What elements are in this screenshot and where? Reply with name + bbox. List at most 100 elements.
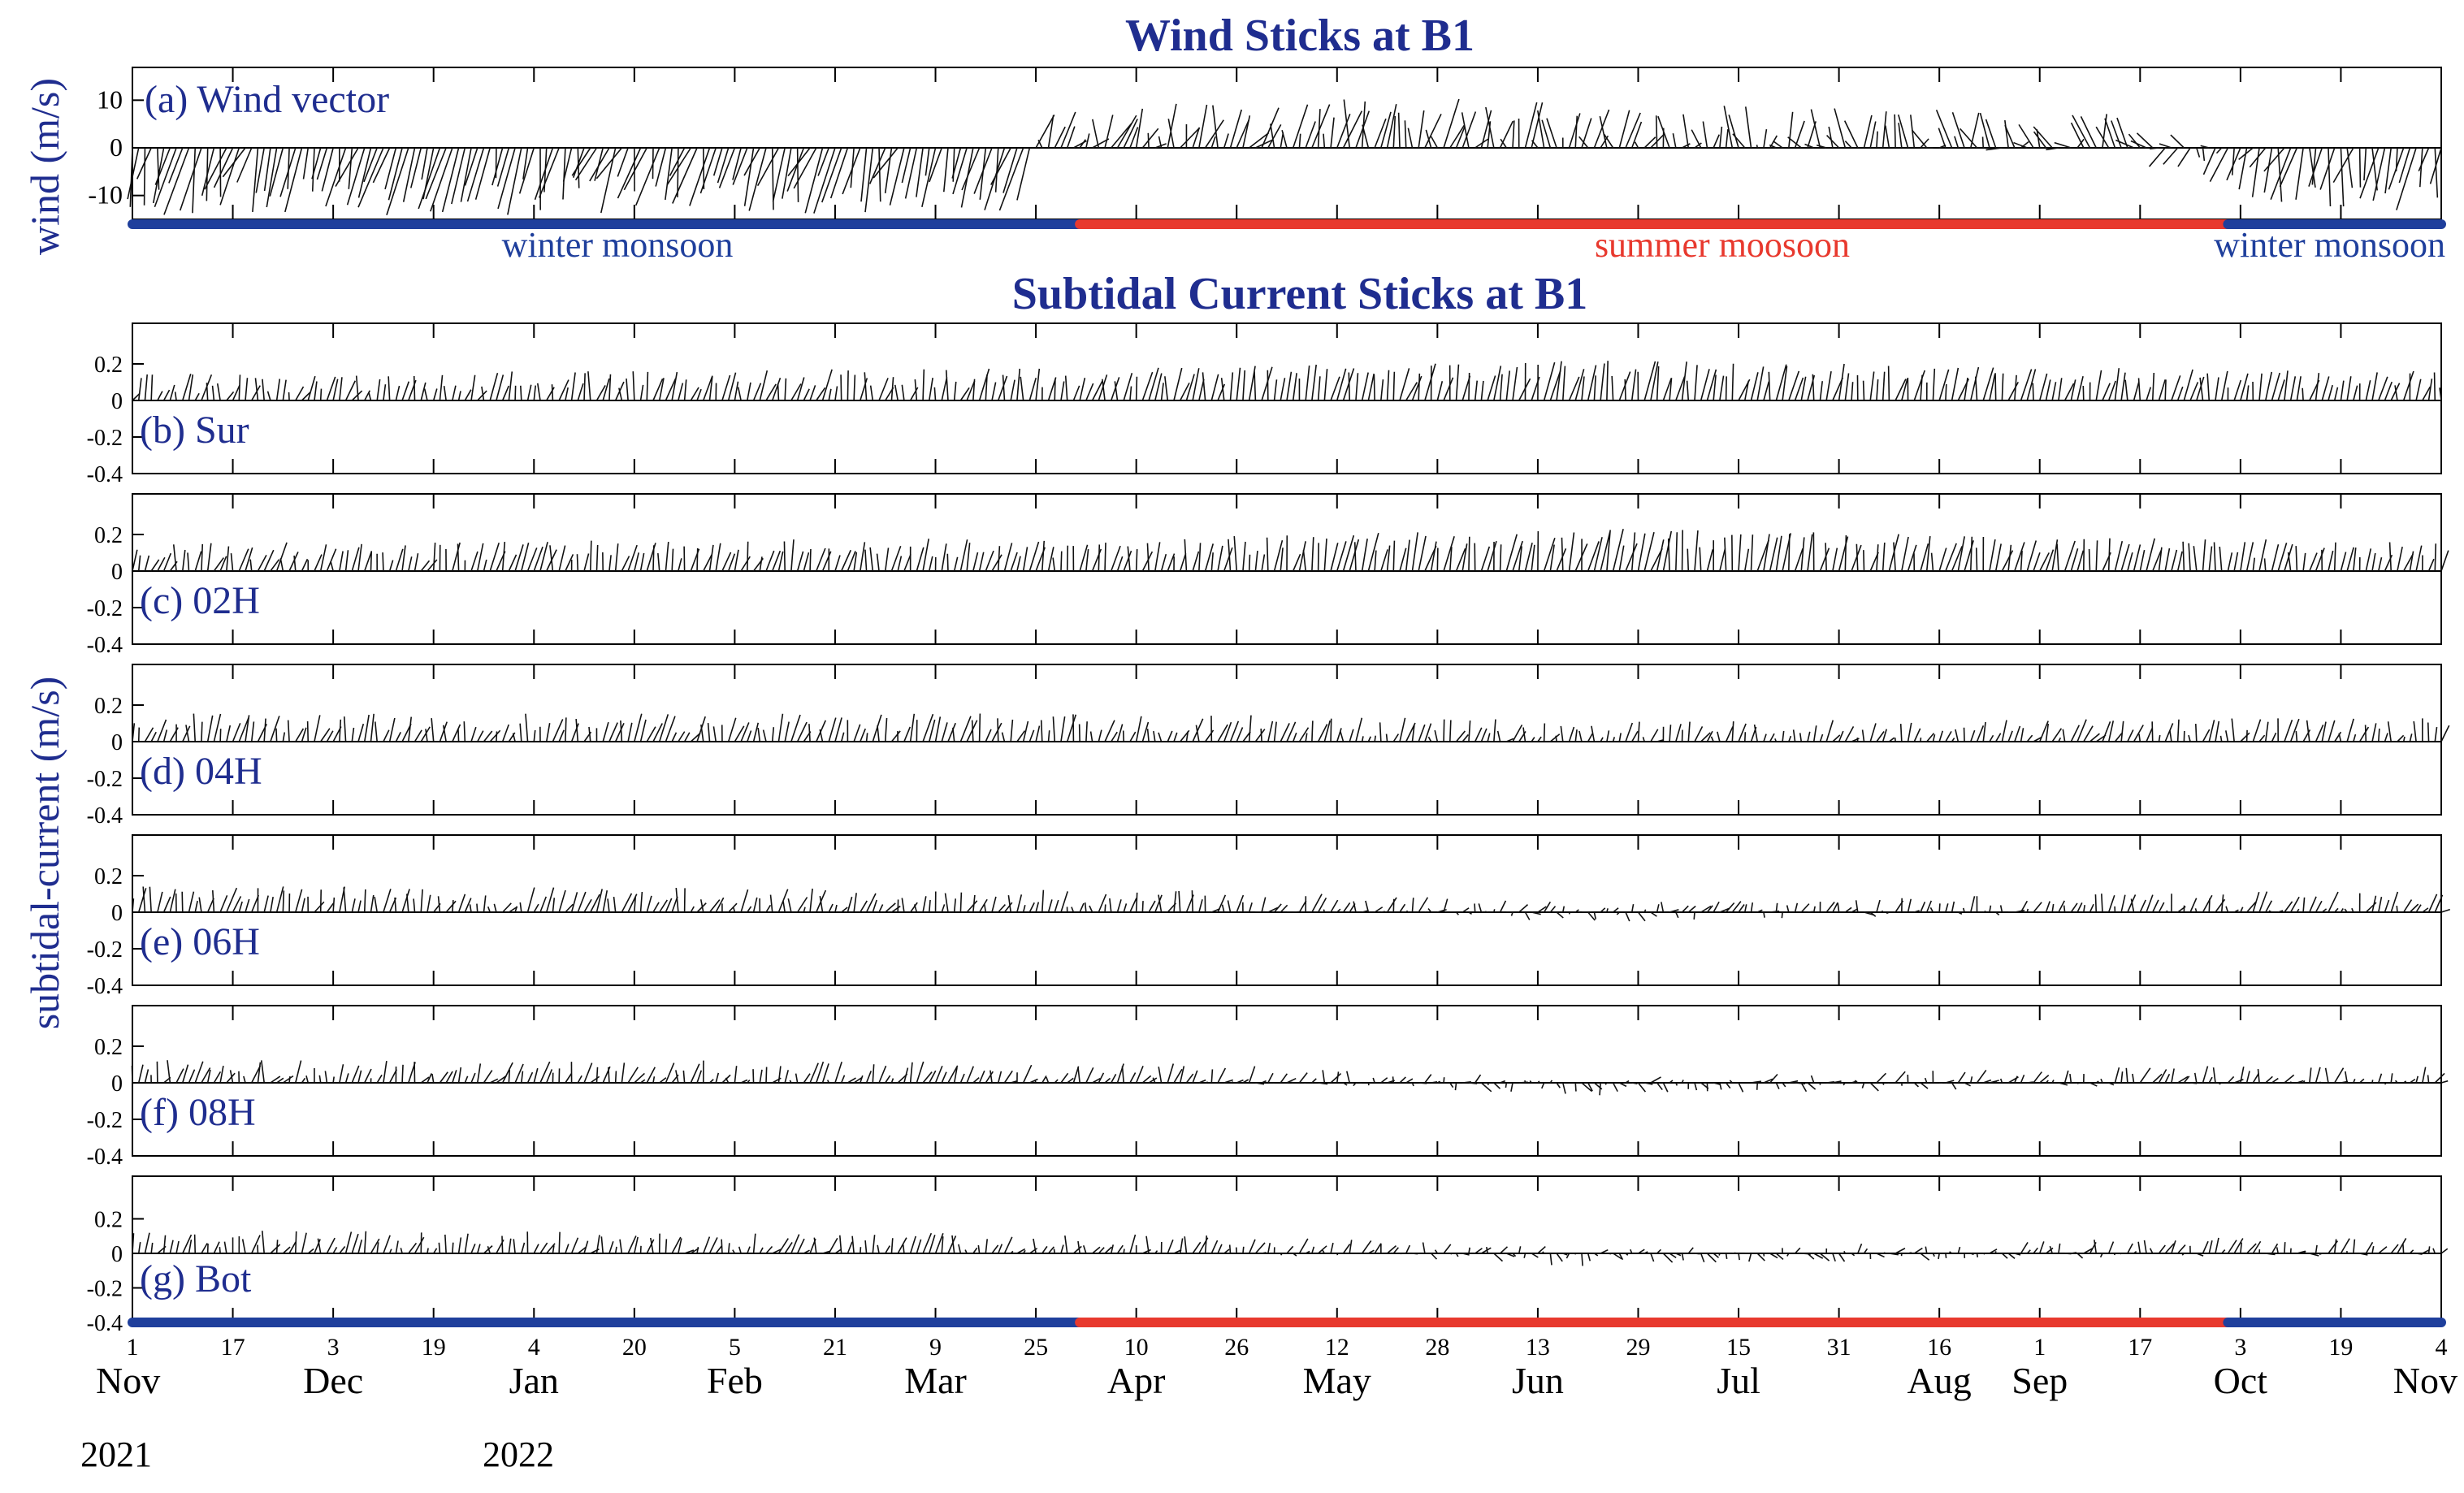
panel-f-stick [1637,1082,1647,1093]
panel-e-stick [1756,909,1763,913]
panel-c-stick [1819,547,1830,572]
panel-e-stick [1844,907,1852,913]
panel-g-stick [790,1234,800,1254]
panel-b-stick [1424,363,1436,401]
panel-d-stick [734,725,745,742]
panel-a-stick [2295,147,2304,200]
panel-d-stick [1600,737,1604,742]
panel-e-stick [1656,904,1660,913]
panel-a-stick [1016,147,1031,201]
panel-a-stick [1085,133,1090,149]
panel-c-stick [2182,541,2185,572]
panel-d-stick [1782,730,1785,742]
panel-d-stick [1505,738,1514,742]
panel-a-stick [1475,138,1489,149]
panel-g-stick [351,1233,359,1254]
panel-e-stick [1537,906,1547,913]
panel-a-stick [1449,124,1465,149]
panel-c-stick [941,543,947,572]
panel-g-stick [2164,1243,2175,1254]
panel-a-stick [157,147,160,190]
panel-g-stick [1718,1253,1721,1256]
panel-c-stick [1945,543,1957,572]
panel-d-stick [1487,733,1491,742]
panel-f-stick [1854,1080,1859,1084]
panel-b-stick [626,378,629,401]
panel-g-stick [2127,1243,2133,1254]
x-month-label: Oct [2214,1360,2268,1401]
panel-f-stick [2334,1067,2345,1084]
panel-a-stick [2004,119,2009,149]
panel-c-stick [1512,540,1523,572]
panel-g-stick [1142,1248,1151,1254]
panel-f-stick [1475,1074,1482,1084]
panel-b-stick [1261,366,1273,401]
panel-e-stick [2409,903,2419,913]
panel-b-stick [2346,376,2352,401]
panel-b-stick [1373,374,1375,401]
panel-d-stick [2371,723,2377,742]
panel-e-stick [194,900,198,913]
panel-f-stick [282,1075,294,1084]
panel-d-stick [2169,730,2172,742]
panel-d-stick [2033,736,2042,742]
panel-a-stick [1167,103,1177,149]
panel-a-stick [1882,111,1887,149]
panel-d-stick [1844,725,1855,742]
panel-c-stick [734,549,739,572]
panel-g-stick [408,1242,418,1254]
panel-e-stick [1493,909,1496,913]
panel-d-stick [2387,721,2393,742]
panel-c-stick [1587,541,1600,572]
panel-f-stick [2212,1067,2216,1084]
panel-e-stick [2340,908,2344,913]
panel-e-stick [2233,909,2239,913]
panel-e-stick [1616,911,1620,915]
panel-a-stick [669,147,686,176]
panel-b-stick [2063,383,2075,401]
panel-e-stick [1035,902,1040,913]
panel-e-stick [157,891,163,913]
panel-d-stick [978,713,981,742]
panel-b-stick [1800,376,1807,401]
panel-d-stick [314,715,321,742]
panel-f-stick [608,1067,610,1084]
panel-c-stick [1292,553,1301,572]
panel-a-stick [1951,111,1965,149]
panel-b-stick [238,374,241,401]
panel-c-stick [2208,546,2213,572]
panel-b-stick [2365,380,2371,401]
panel-f-stick [1541,1082,1545,1089]
panel-a-stick [460,147,472,202]
panel-a-stick [1407,128,1414,149]
panel-c-stick [2020,550,2023,572]
panel-a-stick [1828,126,1834,149]
panel-d-stick [420,726,431,742]
panel-a-ytick-label: 10 [97,84,123,114]
panel-e-stick [539,896,548,913]
panel-f-stick [740,1079,748,1084]
panel-d-stick [1531,737,1535,742]
panel-e-stick [665,898,673,913]
panel-e-stick [1123,903,1128,913]
panel-b-stick [150,374,154,401]
panel-d-stick [565,717,567,742]
panel-d-stick [1675,724,1682,742]
panel-e-stick [1462,907,1470,913]
panel-f-stick [690,1063,700,1084]
panel-d-stick [232,723,241,742]
panel-d-stick [489,729,501,742]
panel-c-stick [1261,554,1266,572]
panel-d-stick [747,730,752,742]
panel-a-stick [617,147,629,177]
panel-g-stick [1542,1251,1545,1254]
panel-b-stick [2415,379,2422,401]
panel-g-stick [1449,1253,1453,1255]
panel-c-stick [2088,548,2091,572]
panel-g-stick [1832,1253,1836,1262]
panel-f-stick [2208,1076,2213,1084]
panel-f-stick [2319,1081,2323,1084]
panel-a-label: (a) Wind vector [145,78,389,121]
panel-c-stick [432,543,436,572]
panel-a-stick [1198,104,1208,149]
